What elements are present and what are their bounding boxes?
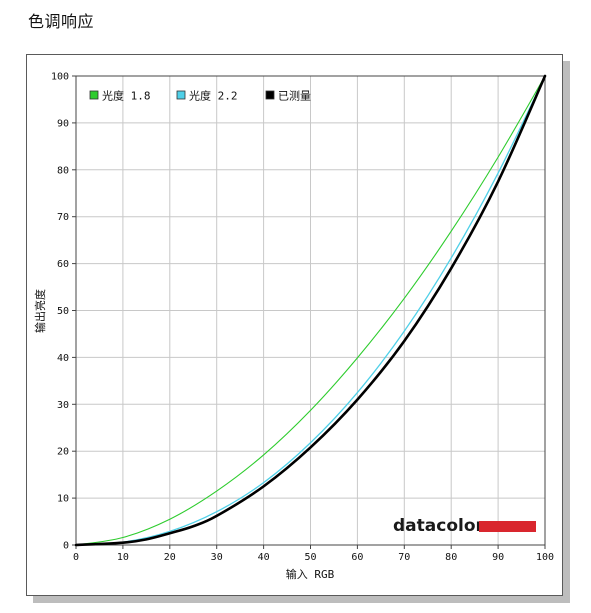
y-tick-label: 80 (57, 165, 69, 176)
x-tick-label: 60 (351, 552, 363, 563)
y-tick-label: 100 (51, 72, 69, 83)
y-tick-label: 90 (57, 118, 69, 129)
x-tick-label: 90 (492, 552, 504, 563)
legend-item-gamma-1-8-swatch (89, 90, 99, 100)
legend-item-measured-swatch (265, 90, 275, 100)
x-axis-label: 输入 RGB (286, 567, 335, 581)
y-tick-label: 60 (57, 259, 69, 270)
series-line-gamma-2-2 (75, 75, 546, 546)
legend-item-measured-label: 已测量 (278, 90, 311, 103)
series-lines (74, 74, 547, 547)
series-line-measured (74, 74, 547, 547)
datacolor-logo: datacolor (393, 516, 536, 536)
y-tick-label: 30 (57, 400, 69, 411)
x-tick-label: 70 (398, 552, 410, 563)
legend: 光度 1.8 光度 2.2 已测量 (89, 89, 311, 103)
y-tick-label: 10 (57, 494, 69, 505)
x-tick-label: 100 (536, 552, 554, 563)
brand-bar (479, 521, 536, 532)
x-tick-label: 40 (258, 552, 270, 563)
y-tick-label: 70 (57, 212, 69, 223)
x-tick-label: 30 (211, 552, 223, 563)
y-tick-label: 40 (57, 353, 69, 364)
grid-lines (76, 76, 545, 545)
legend-item-gamma-2-2-label: 光度 2.2 (189, 89, 238, 103)
x-tick-label: 0 (73, 552, 79, 563)
x-tick-label: 50 (304, 552, 316, 563)
x-tick-label: 20 (164, 552, 176, 563)
legend-item-gamma-2-2-swatch (176, 90, 186, 100)
y-tick-label: 50 (57, 306, 69, 317)
y-tick-label: 20 (57, 447, 69, 458)
chart-panel (26, 54, 563, 596)
page-title: 色调响应 (28, 12, 95, 31)
legend-item-gamma-1-8-label: 光度 1.8 (102, 89, 151, 103)
series-line-gamma-1-8 (75, 75, 546, 546)
y-tick-label: 0 (63, 541, 69, 552)
x-tick-label: 10 (117, 552, 129, 563)
axis-ticks: 0 10 20 30 40 50 60 70 80 90 100 0 10 20 30 40 50 60 70 80 9… (51, 72, 554, 564)
brand-text: datacolor (393, 516, 485, 536)
y-axis-label: 输出亮度 (33, 289, 47, 333)
x-tick-label: 80 (445, 552, 457, 563)
